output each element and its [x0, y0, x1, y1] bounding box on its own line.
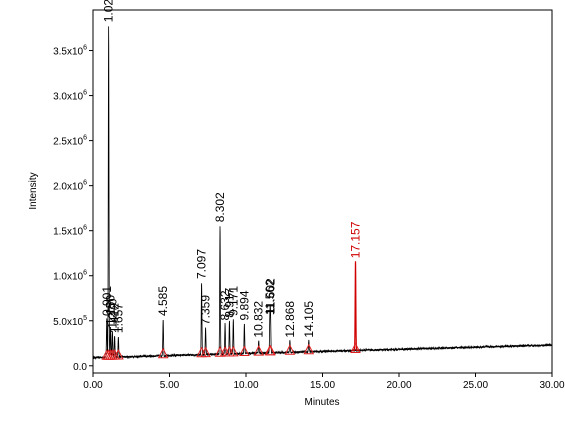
x-tick-label: 0.00 [83, 380, 103, 391]
peak-label: 1.022 [102, 0, 116, 22]
peak-marker [303, 343, 315, 355]
x-tick-label: 5.00 [160, 380, 180, 391]
peak-label: 14.105 [302, 301, 316, 338]
peak-label: 1.270 [105, 298, 119, 328]
axis-ticks: 0.00 5.00 10.00 15.00 20.00 25.00 30.00 0.0 5.0x… [53, 45, 565, 391]
peak-marker [113, 348, 124, 360]
peak-label: 8.917 [222, 287, 236, 317]
x-tick-label: 20.00 [386, 380, 411, 391]
y-tick-label: 2.5x106 [53, 135, 87, 148]
y-tick-label: 1.0x106 [53, 270, 87, 283]
y-tick-label: 5.0x105 [53, 315, 87, 328]
peak-label: 11.602 [264, 278, 278, 314]
x-tick-label: 10.00 [233, 380, 258, 391]
peak-label: 0.901 [100, 286, 114, 316]
y-tick-label: 1.5x106 [53, 225, 87, 238]
x-tick-label: 30.00 [539, 380, 564, 391]
peak-label: 9.171 [226, 286, 240, 316]
x-tick-label: 15.00 [310, 380, 335, 391]
peak-label: 8.302 [213, 192, 227, 222]
chromatogram-trace [92, 26, 553, 361]
x-tick-label: 25.00 [463, 380, 488, 391]
peak-marker [284, 344, 296, 355]
peak-label: 17.157 [349, 221, 363, 258]
peak-marker [350, 342, 361, 353]
trace-line [92, 26, 553, 361]
plot-frame [92, 9, 553, 374]
peak-marker [228, 345, 239, 357]
y-tick-label: 0.0 [73, 362, 87, 373]
peak-label: 7.097 [195, 249, 209, 279]
y-tick-label: 3.0x106 [53, 90, 87, 103]
peak-label: 1.150 [104, 295, 118, 325]
peak-label: 7.359 [199, 295, 213, 325]
peak-marker [157, 347, 169, 359]
x-axis-title: Minutes [304, 397, 339, 408]
peak-label: 4.585 [156, 286, 170, 316]
peak-label: 12.868 [283, 301, 297, 338]
peak-label: 8.632 [218, 290, 232, 320]
peak-marker [253, 345, 265, 356]
y-axis-title: Intensity [28, 172, 39, 209]
peak-label: 10.832 [252, 301, 266, 338]
y-tick-label: 3.5x106 [53, 45, 87, 58]
peak-label: 9.894 [237, 290, 251, 320]
peak-marker [200, 346, 211, 358]
peak-marker [239, 345, 250, 357]
peak-label: 1.412 [108, 303, 122, 333]
peak-marker [265, 344, 276, 356]
peak-label: 1.657 [111, 303, 125, 333]
peak-label: 11.562 [263, 279, 277, 315]
peak-markers [101, 342, 361, 360]
highlight-peak-line [352, 261, 359, 352]
y-tick-label: 2.0x106 [53, 180, 87, 193]
